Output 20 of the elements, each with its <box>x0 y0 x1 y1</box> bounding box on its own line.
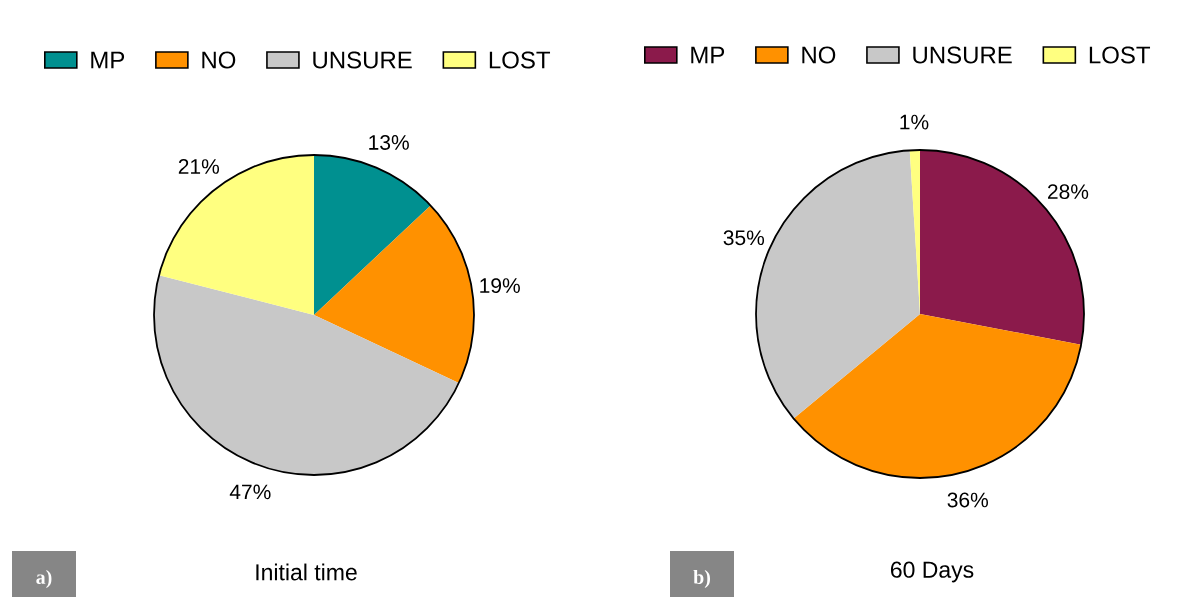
data-label: 13% <box>369 135 409 150</box>
text: Initial time <box>256 563 357 581</box>
text: 60 Days <box>890 561 974 583</box>
legend-label: MP <box>691 46 725 64</box>
legend-label: UNSURE <box>313 51 412 69</box>
legend-label: MP <box>91 51 125 69</box>
text: a) <box>36 569 52 589</box>
legend-label: UNSURE <box>913 46 1012 64</box>
data-label: 35% <box>723 230 765 246</box>
text: b) <box>693 569 711 589</box>
data-label: 36% <box>947 492 989 508</box>
data-label: 21% <box>178 159 220 174</box>
data-label: 1% <box>900 114 929 130</box>
legend-label: LOST <box>489 51 551 69</box>
legend-label: LOST <box>1089 46 1151 64</box>
data-label: 19% <box>480 278 520 294</box>
data-label: 28% <box>1048 184 1089 200</box>
legend-label: NO <box>202 51 236 69</box>
legend-label: NO <box>802 46 836 64</box>
data-label: 47% <box>229 484 271 500</box>
